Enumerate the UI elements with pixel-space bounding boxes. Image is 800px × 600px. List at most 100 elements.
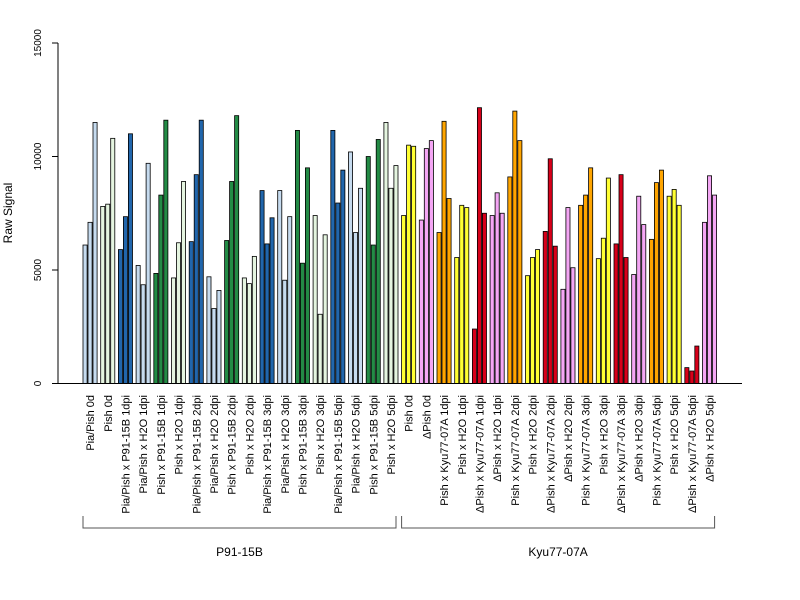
category-label: ΔPish x H2O 5dpi — [705, 395, 717, 482]
y-tick-label: 10000 — [33, 142, 44, 170]
category-label: Pia/Pish x P91-15B 5dpi — [333, 395, 345, 514]
category-label: ΔPish x H2O 3dpi — [634, 395, 646, 482]
bar — [684, 367, 690, 384]
category-label: Pish x P91-15B 3dpi — [297, 395, 309, 495]
bar — [671, 189, 677, 384]
group-brackets: P91-15B Kyu77-07A — [82, 516, 716, 559]
category-label: Pia/Pish x H2O 5dpi — [351, 395, 363, 493]
category-label: Pish 0d — [404, 395, 416, 432]
bar — [542, 231, 548, 384]
bar — [525, 275, 530, 384]
bar — [181, 181, 186, 384]
bar — [517, 140, 523, 384]
bar — [636, 195, 642, 384]
bar — [535, 249, 540, 384]
category-label: Pish x P91-15B 2dpi — [227, 395, 239, 495]
bar — [287, 216, 293, 384]
bar — [411, 145, 417, 384]
group-bracket — [401, 516, 716, 529]
bar — [370, 244, 376, 384]
bar — [171, 277, 176, 384]
category-label: Pish x H2O 1dpi — [457, 395, 469, 474]
bar — [666, 195, 672, 384]
bar — [600, 237, 606, 384]
bar — [375, 139, 381, 384]
bar — [623, 257, 629, 384]
bar — [401, 215, 407, 384]
bar — [464, 207, 470, 384]
bar — [118, 249, 123, 384]
bar — [454, 257, 460, 384]
category-label: Pish x H2O 3dpi — [315, 395, 327, 474]
category-label: Pia/Pish x H2O 2dpi — [209, 395, 221, 493]
bar — [423, 148, 429, 384]
y-axis-title: Raw Signal — [1, 183, 15, 244]
bar — [418, 219, 424, 384]
bar — [406, 144, 412, 384]
category-label: Pish x P91-15B 5dpi — [368, 395, 380, 495]
bar — [100, 206, 106, 384]
bar — [702, 221, 707, 384]
bar — [335, 202, 341, 384]
bar — [707, 175, 712, 384]
bar — [153, 273, 159, 384]
bar — [145, 162, 151, 384]
bar — [92, 122, 98, 384]
bar — [618, 174, 624, 384]
bar — [317, 313, 323, 384]
category-label: Pia/Pish 0d — [85, 395, 97, 451]
bar — [654, 182, 659, 384]
bar — [206, 276, 212, 384]
bar — [198, 119, 204, 384]
category-label: Pish x H2O 2dpi — [244, 395, 256, 474]
category-label: Pia/Pish x P91-15B 1dpi — [120, 395, 132, 514]
bar — [712, 194, 717, 384]
category-label: Pia/Pish x H2O 1dpi — [138, 395, 150, 493]
category-label: ΔPish x Kyu77-07A 1dpi — [474, 395, 486, 513]
bar — [676, 204, 682, 384]
category-label: ΔPish x H2O 2dpi — [563, 395, 575, 482]
bar — [481, 212, 487, 384]
bar — [87, 221, 93, 384]
bar — [110, 137, 116, 384]
bar — [105, 203, 111, 384]
bars — [82, 107, 717, 384]
category-label: Pish x Kyu77-07A 2dpi — [510, 395, 522, 506]
bar — [211, 308, 217, 384]
bar — [282, 279, 288, 384]
category-label: ΔPish x H2O 1dpi — [492, 395, 504, 482]
bar — [552, 245, 558, 384]
y-tick-label: 5000 — [33, 258, 44, 281]
group-bracket — [82, 516, 397, 529]
bar — [241, 277, 247, 384]
bar — [507, 176, 513, 384]
bar — [330, 129, 336, 384]
category-label: Pish x Kyu77-07A 3dpi — [581, 395, 593, 506]
category-label: Pish x H2O 3dpi — [598, 395, 610, 474]
bar — [82, 244, 88, 384]
bar — [694, 345, 700, 384]
category-label: ΔPish 0d — [421, 395, 433, 439]
group-label: Kyu77-07A — [528, 545, 587, 559]
category-label: Pish x Kyu77-07A 5dpi — [651, 395, 663, 506]
bar — [659, 169, 664, 384]
bar — [229, 181, 235, 384]
bar — [304, 167, 310, 384]
bar — [127, 133, 133, 384]
bar — [193, 174, 199, 384]
bar — [365, 156, 371, 384]
bar — [512, 110, 518, 384]
bar — [176, 242, 181, 384]
bar — [393, 165, 399, 384]
category-label: ΔPish x Kyu77-07A 3dpi — [616, 395, 628, 513]
y-tick-label: 15000 — [33, 29, 44, 57]
category-label: Pish x H2O 2dpi — [528, 395, 540, 474]
bar — [259, 190, 265, 384]
bar — [388, 187, 394, 384]
bar — [383, 122, 389, 384]
bar — [358, 187, 363, 384]
category-label: Pish x P91-15B 1dpi — [156, 395, 168, 495]
bar — [489, 215, 495, 384]
category-label: Pish 0d — [103, 395, 115, 432]
